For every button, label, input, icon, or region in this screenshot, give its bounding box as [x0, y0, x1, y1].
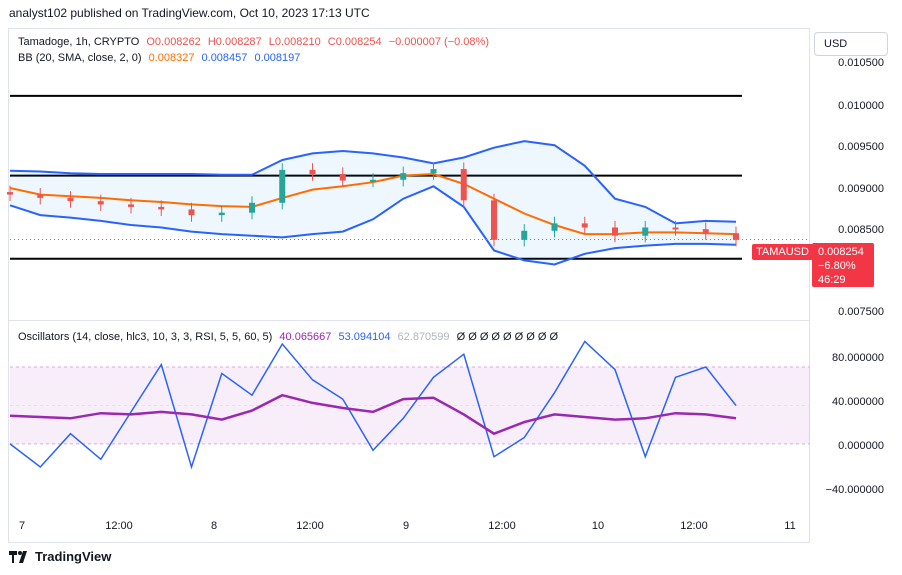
candle-body: [430, 169, 437, 174]
change-value: −0.000007 (−0.08%): [388, 36, 489, 48]
candle-body: [460, 169, 467, 201]
symbol-legend: Tamadoge, 1h, CRYPTO O0.008262 H0.008287…: [18, 36, 493, 48]
candle-body: [279, 169, 286, 203]
tradingview-logo[interactable]: TradingView: [9, 549, 111, 564]
symbol-tag: TAMAUSD: [752, 244, 813, 260]
bar-timer: 46:29: [818, 274, 846, 286]
currency-button[interactable]: USD: [814, 32, 888, 56]
bb-lower-value: 0.008197: [254, 52, 301, 64]
publish-header: analyst102 published on TradingView.com,…: [9, 6, 370, 20]
osc-d-value: 62.870599: [397, 331, 450, 343]
candle-body: [400, 173, 407, 180]
candle-body: [491, 200, 497, 240]
bb-upper-value: 0.008457: [201, 52, 248, 64]
tradingview-logo-icon: [9, 550, 27, 563]
time-tick: 12:00: [296, 520, 324, 532]
time-tick: 10: [591, 520, 605, 532]
candle-body: [249, 202, 255, 213]
candle-body: [339, 174, 346, 181]
pane-separator[interactable]: [8, 320, 810, 321]
candle-body: [702, 229, 709, 234]
candle-body: [581, 223, 588, 228]
time-tick: 12:00: [105, 520, 133, 532]
time-tick: 11: [784, 520, 796, 532]
candle-body: [672, 227, 679, 230]
candle-body: [128, 204, 134, 207]
candle-body: [309, 169, 316, 174]
price-tick: 0.007500: [838, 306, 884, 318]
bb-lower-line: [9, 185, 737, 266]
osc-tick: 40.000000: [832, 396, 884, 408]
time-tick: 12:00: [488, 520, 516, 532]
last-price: 0.008254: [818, 246, 864, 258]
close-value: C0.008254: [327, 36, 382, 48]
osc-tick: −40.000000: [825, 484, 884, 496]
brand-name: TradingView: [35, 549, 112, 564]
osc-tick: 0.000000: [838, 440, 884, 452]
oscillator-legend: Oscillators (14, close, hlc3, 10, 3, 3, …: [18, 331, 562, 343]
candle-body: [188, 209, 195, 216]
candle-body: [370, 179, 376, 182]
candle-body: [612, 227, 618, 236]
symbol-title[interactable]: Tamadoge, 1h, CRYPTO: [18, 36, 140, 48]
candle-body: [521, 230, 528, 240]
candle-body: [97, 201, 104, 205]
candle-body: [551, 223, 558, 231]
time-axis[interactable]: 7 12:00 8 12:00 9 12:00 10 12:00 11: [8, 520, 810, 540]
bb-label[interactable]: BB (20, SMA, close, 2, 0): [18, 52, 142, 64]
bb-basis-value: 0.008327: [148, 52, 195, 64]
stoch-k-line: [9, 340, 737, 470]
candle-body: [218, 212, 225, 216]
candle-body: [642, 227, 649, 236]
time-tick: 7: [18, 520, 26, 532]
osc-empty-values: Ø Ø Ø Ø Ø Ø Ø Ø Ø: [456, 331, 559, 343]
osc-rsi-value: 40.065667: [279, 331, 332, 343]
price-tick: 0.008500: [838, 224, 884, 236]
bb-legend: BB (20, SMA, close, 2, 0) 0.008327 0.008…: [18, 52, 304, 64]
time-tick: 12:00: [680, 520, 708, 532]
price-tick: 0.009000: [838, 183, 884, 195]
chart-frame[interactable]: [8, 28, 810, 543]
candle-body: [158, 206, 165, 210]
candle-body: [7, 192, 13, 195]
time-tick: 8: [210, 520, 218, 532]
candle-body: [733, 233, 739, 240]
time-tick: 9: [402, 520, 410, 532]
last-change: −6.80%: [818, 260, 856, 272]
last-price-tag: 0.008254 −6.80% 46:29: [812, 243, 874, 287]
open-value: O0.008262: [146, 36, 201, 48]
bb-upper-line: [9, 140, 737, 225]
candle-body: [67, 197, 74, 202]
price-tick: 0.009500: [838, 141, 884, 153]
high-value: H0.008287: [207, 36, 262, 48]
price-tick: 0.010500: [838, 57, 884, 69]
osc-label[interactable]: Oscillators (14, close, hlc3, 10, 3, 3, …: [18, 331, 273, 343]
rsi-line: [9, 393, 737, 436]
osc-k-value: 53.094104: [338, 331, 391, 343]
osc-tick: 80.000000: [832, 352, 884, 364]
low-value: L0.008210: [268, 36, 321, 48]
price-tick: 0.010000: [838, 100, 884, 112]
candle-body: [37, 194, 44, 198]
